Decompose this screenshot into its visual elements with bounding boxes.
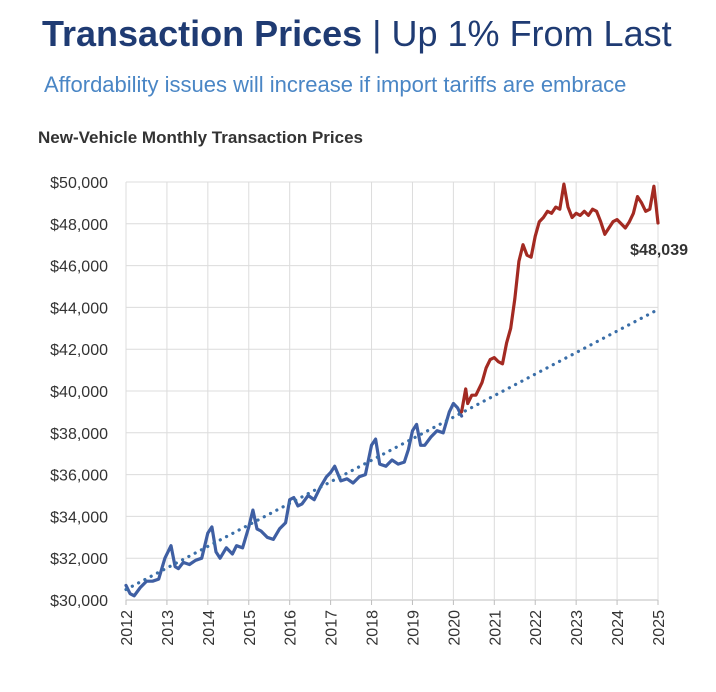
x-tick-label: 2013 (160, 610, 177, 646)
y-tick-label: $30,000 (50, 593, 108, 610)
y-tick-label: $50,000 (50, 175, 108, 192)
x-tick-label: 2012 (119, 610, 136, 646)
series-line-trend (124, 307, 660, 592)
x-tick-label: 2022 (528, 610, 545, 646)
x-tick-label: 2024 (610, 610, 627, 646)
x-tick-label: 2023 (569, 610, 586, 646)
page-subtitle: Affordability issues will increase if im… (44, 72, 627, 97)
page-title-main: Transaction Prices (42, 13, 363, 54)
x-tick-label: 2021 (487, 610, 504, 646)
page-title-change: Up 1% From Last (391, 13, 672, 54)
y-tick-label: $40,000 (50, 384, 108, 401)
x-tick-label: 2015 (242, 610, 259, 646)
chart-title: New-Vehicle Monthly Transaction Prices (38, 128, 363, 147)
y-tick-label: $34,000 (50, 509, 108, 526)
series-line-post-2020 (460, 182, 660, 414)
x-tick-label: 2025 (651, 610, 668, 646)
x-tick-label: 2017 (324, 610, 341, 646)
y-tick-label: $42,000 (50, 342, 108, 359)
series-line-pre-2020 (124, 401, 464, 598)
y-tick-label: $38,000 (50, 426, 108, 443)
x-tick-label: 2016 (283, 610, 300, 646)
page-title: Transaction Prices | Up 1% From Last (42, 13, 672, 54)
x-tick-label: 2018 (365, 610, 382, 646)
y-tick-label: $32,000 (50, 551, 108, 568)
y-tick-label: $46,000 (50, 259, 108, 276)
x-tick-label: 2019 (405, 610, 422, 646)
y-tick-label: $48,000 (50, 217, 108, 234)
last-value-label: $48,039 (630, 242, 688, 259)
y-tick-label: $44,000 (50, 300, 108, 317)
y-tick-label: $36,000 (50, 468, 108, 485)
x-tick-label: 2020 (446, 610, 463, 646)
page-title-separator: | (362, 13, 392, 54)
x-tick-label: 2014 (201, 610, 218, 646)
